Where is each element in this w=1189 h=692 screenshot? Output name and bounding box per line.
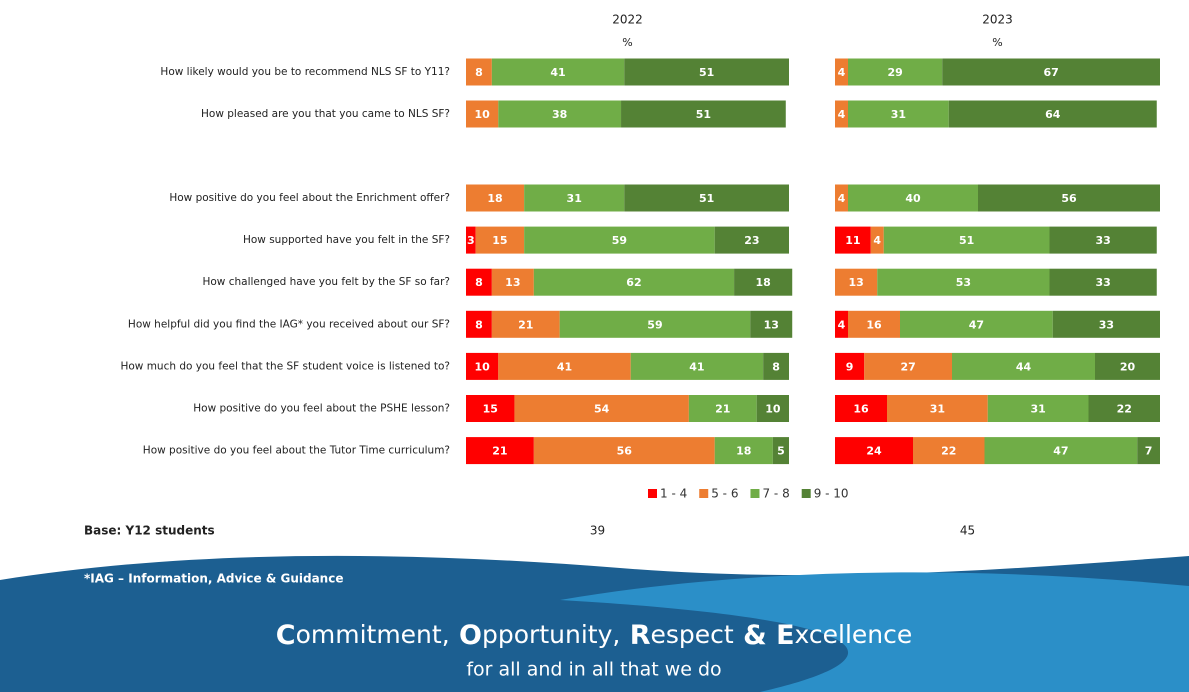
value-label: 67 [1043, 66, 1058, 79]
value-label: 56 [1061, 192, 1077, 205]
legend-swatch [648, 489, 657, 498]
tagline: for all and in all that we do [466, 659, 721, 681]
value-label: 13 [764, 318, 779, 331]
value-label: 21 [492, 445, 507, 458]
value-label: 7 [1145, 445, 1153, 458]
question-label: How pleased are you that you came to NLS… [201, 108, 450, 120]
value-label: 13 [505, 276, 520, 289]
value-label: 9 [846, 360, 854, 373]
value-label: 51 [699, 66, 714, 79]
value-label: 21 [518, 318, 533, 331]
legend-label: 9 - 10 [814, 487, 849, 501]
value-label: 15 [483, 403, 498, 416]
value-label: 10 [474, 108, 490, 121]
value-label: 15 [492, 234, 507, 247]
value-label: 4 [873, 234, 881, 247]
value-label: 59 [647, 318, 662, 331]
value-label: 29 [887, 66, 902, 79]
value-label: 27 [900, 360, 915, 373]
value-label: 8 [475, 318, 483, 331]
value-label: 13 [848, 276, 863, 289]
value-label: 54 [594, 403, 610, 416]
base-label: Base: Y12 students [84, 524, 215, 538]
value-label: 31 [1030, 403, 1045, 416]
value-label: 3 [467, 234, 475, 247]
legend-swatch [802, 489, 811, 498]
value-label: 18 [487, 192, 502, 205]
value-label: 41 [689, 360, 704, 373]
legend-swatch [699, 489, 708, 498]
panel-title: 2022 [612, 13, 643, 27]
value-label: 33 [1095, 234, 1110, 247]
value-label: 56 [617, 445, 633, 458]
value-label: 8 [475, 276, 483, 289]
value-label: 59 [612, 234, 627, 247]
value-label: 22 [1117, 403, 1132, 416]
value-label: 10 [765, 403, 781, 416]
panel-title: 2023 [982, 13, 1013, 27]
value-label: 18 [736, 445, 751, 458]
question-label: How likely would you be to recommend NLS… [160, 66, 450, 78]
value-label: 16 [866, 318, 882, 331]
value-label: 51 [696, 108, 711, 121]
value-label: 4 [838, 318, 846, 331]
slogan: Commitment, Opportunity, Respect & Excel… [276, 620, 913, 651]
question-label: How much do you feel that the SF student… [120, 360, 450, 372]
value-label: 11 [845, 234, 860, 247]
question-label: How positive do you feel about the PSHE … [193, 403, 450, 415]
value-label: 20 [1120, 360, 1136, 373]
value-label: 62 [626, 276, 641, 289]
value-label: 53 [956, 276, 971, 289]
value-label: 18 [756, 276, 771, 289]
value-label: 8 [475, 66, 483, 79]
value-label: 4 [838, 108, 846, 121]
value-label: 33 [1099, 318, 1114, 331]
value-label: 10 [474, 360, 490, 373]
value-label: 47 [1053, 445, 1068, 458]
question-label: How positive do you feel about the Tutor… [143, 445, 450, 457]
value-label: 8 [772, 360, 780, 373]
legend-label: 1 - 4 [660, 487, 687, 501]
value-label: 51 [699, 192, 714, 205]
question-label: How challenged have you felt by the SF s… [202, 276, 450, 288]
legend-label: 5 - 6 [711, 487, 738, 501]
panel-subtitle: % [622, 36, 632, 49]
value-label: 4 [838, 66, 846, 79]
value-label: 33 [1095, 276, 1110, 289]
value-label: 23 [744, 234, 759, 247]
value-label: 64 [1045, 108, 1061, 121]
value-label: 38 [552, 108, 567, 121]
value-label: 31 [567, 192, 582, 205]
question-label: How supported have you felt in the SF? [243, 234, 450, 246]
value-label: 47 [969, 318, 984, 331]
value-label: 31 [930, 403, 945, 416]
footnote: *IAG – Information, Advice & Guidance [84, 572, 343, 586]
panel-subtitle: % [992, 36, 1002, 49]
value-label: 40 [905, 192, 921, 205]
base-value: 45 [960, 524, 975, 538]
question-label: How positive do you feel about the Enric… [169, 192, 450, 204]
value-label: 31 [891, 108, 906, 121]
slide: *IAG – Information, Advice & Guidance Co… [0, 0, 1189, 692]
value-label: 41 [557, 360, 572, 373]
value-label: 21 [715, 403, 730, 416]
value-label: 51 [959, 234, 974, 247]
value-label: 5 [777, 445, 785, 458]
value-label: 22 [941, 445, 956, 458]
value-label: 4 [838, 192, 846, 205]
legend-label: 7 - 8 [762, 487, 789, 501]
question-label: How helpful did you find the IAG* you re… [128, 318, 450, 330]
base-value: 39 [590, 524, 605, 538]
value-label: 16 [853, 403, 869, 416]
value-label: 24 [866, 445, 882, 458]
value-label: 44 [1016, 360, 1032, 373]
legend-swatch [750, 489, 759, 498]
value-label: 41 [550, 66, 565, 79]
